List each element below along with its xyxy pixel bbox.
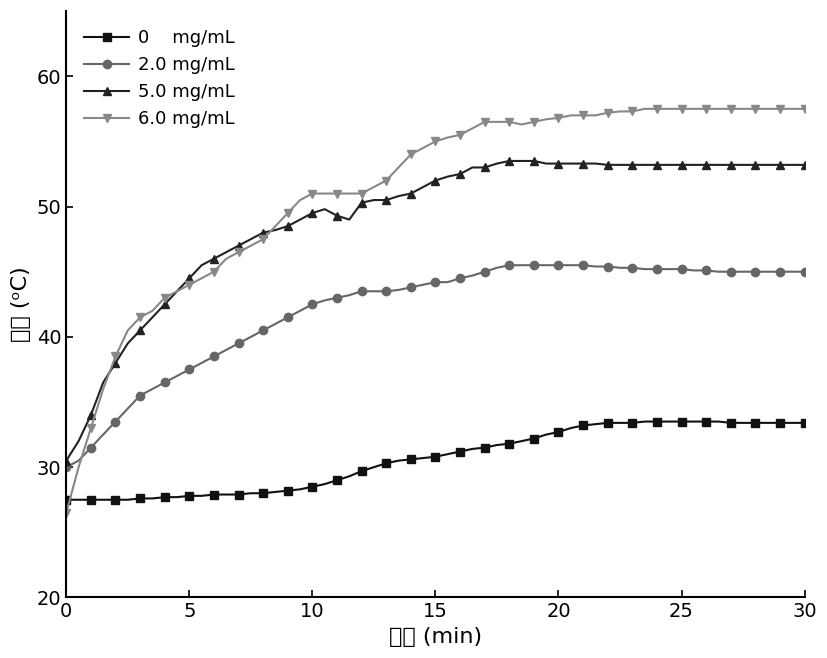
6.0 mg/mL: [61, 509, 71, 517]
2.0 mg/mL: [504, 261, 514, 269]
2.0 mg/mL: [233, 340, 243, 347]
X-axis label: 时间 (min): 时间 (min): [389, 627, 481, 647]
6.0 mg/mL: [455, 131, 465, 139]
2.0 mg/mL: [799, 268, 809, 276]
Legend: 0    mg/mL, 2.0 mg/mL, 5.0 mg/mL, 6.0 mg/mL: 0 mg/mL, 2.0 mg/mL, 5.0 mg/mL, 6.0 mg/mL: [75, 20, 244, 138]
5.0 mg/mL: [233, 241, 243, 249]
0    mg/mL: [455, 447, 465, 455]
0    mg/mL: [233, 491, 243, 499]
6.0 mg/mL: [639, 105, 649, 113]
2.0 mg/mL: [516, 261, 526, 269]
5.0 mg/mL: [61, 457, 71, 465]
2.0 mg/mL: [713, 268, 723, 276]
0    mg/mL: [61, 495, 71, 503]
5.0 mg/mL: [713, 161, 723, 169]
Line: 6.0 mg/mL: 6.0 mg/mL: [62, 105, 808, 517]
2.0 mg/mL: [208, 353, 218, 361]
6.0 mg/mL: [504, 118, 514, 126]
5.0 mg/mL: [455, 170, 465, 178]
5.0 mg/mL: [516, 157, 526, 165]
5.0 mg/mL: [504, 157, 514, 165]
6.0 mg/mL: [713, 105, 723, 113]
2.0 mg/mL: [61, 463, 71, 471]
Y-axis label: 温度 (ᵒC): 温度 (ᵒC): [11, 266, 31, 342]
Line: 0    mg/mL: 0 mg/mL: [62, 417, 808, 504]
0    mg/mL: [319, 480, 329, 488]
6.0 mg/mL: [319, 190, 329, 197]
2.0 mg/mL: [455, 274, 465, 282]
Line: 5.0 mg/mL: 5.0 mg/mL: [62, 157, 808, 465]
0    mg/mL: [713, 418, 723, 426]
0    mg/mL: [639, 418, 649, 426]
6.0 mg/mL: [233, 248, 243, 256]
0    mg/mL: [799, 419, 809, 427]
0    mg/mL: [504, 440, 514, 447]
Line: 2.0 mg/mL: 2.0 mg/mL: [62, 261, 808, 471]
6.0 mg/mL: [208, 268, 218, 276]
2.0 mg/mL: [319, 297, 329, 305]
5.0 mg/mL: [319, 205, 329, 213]
5.0 mg/mL: [208, 255, 218, 263]
5.0 mg/mL: [799, 161, 809, 169]
0    mg/mL: [208, 491, 218, 499]
6.0 mg/mL: [799, 105, 809, 113]
